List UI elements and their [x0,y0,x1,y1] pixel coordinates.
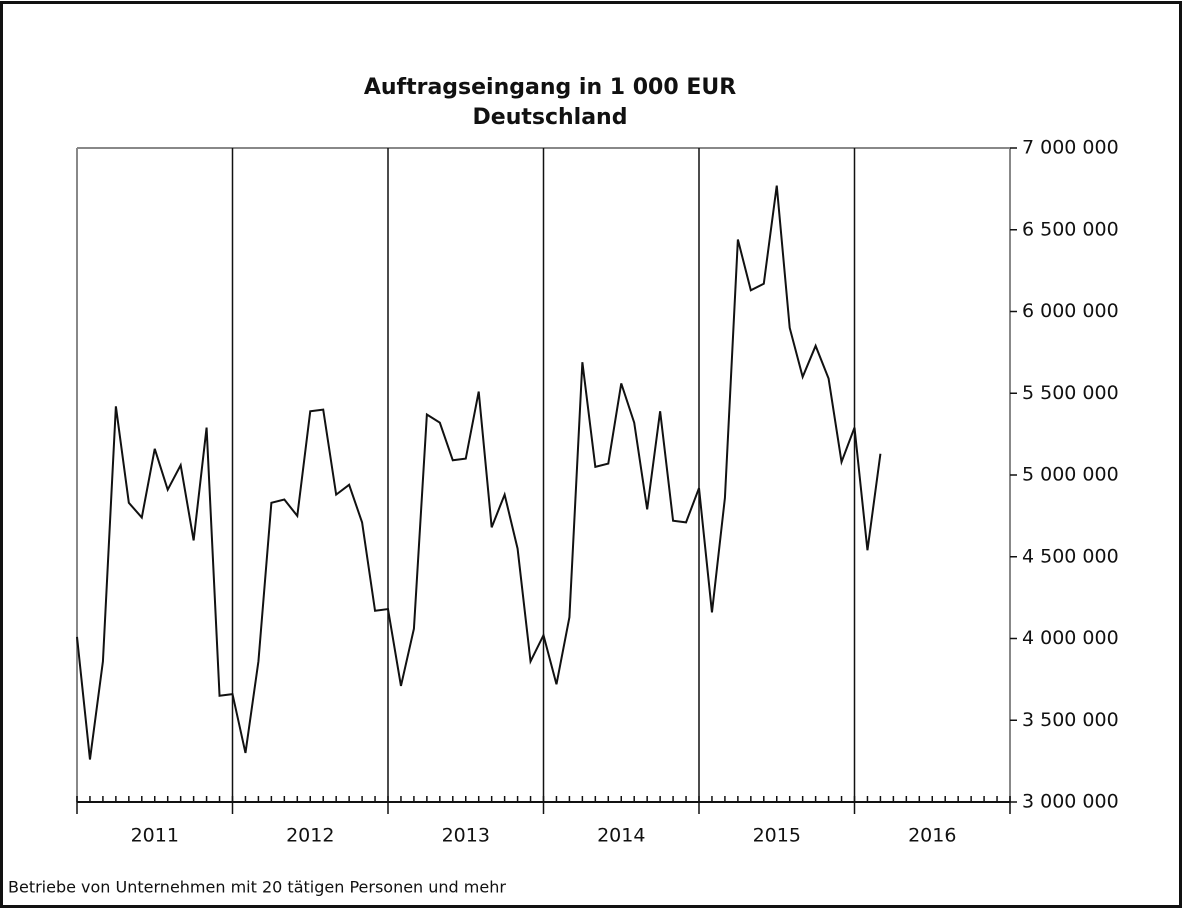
y-tick-label: 7 000 000 [1022,137,1119,159]
x-tick-label: 2016 [908,825,956,847]
y-tick-label: 4 500 000 [1022,545,1119,567]
footnote: Betriebe von Unternehmen mit 20 tätigen … [8,878,506,897]
x-tick-label: 2015 [753,825,801,847]
y-tick-label: 4 000 000 [1022,627,1119,649]
y-tick-label: 3 000 000 [1022,791,1119,813]
chart-title: Auftragseingang in 1 000 EUR [364,75,736,100]
y-tick-label: 6 000 000 [1022,300,1119,322]
x-tick-label: 2013 [442,825,490,847]
y-tick-label: 5 500 000 [1022,382,1119,404]
y-tick-label: 5 000 000 [1022,464,1119,486]
x-tick-label: 2012 [286,825,334,847]
x-tick-label: 2011 [131,825,179,847]
data-line [76,185,882,760]
y-tick-label: 3 500 000 [1022,709,1119,731]
chart-subtitle: Deutschland [473,105,628,130]
x-tick-label: 2014 [597,825,645,847]
y-tick-label: 6 500 000 [1022,218,1119,240]
